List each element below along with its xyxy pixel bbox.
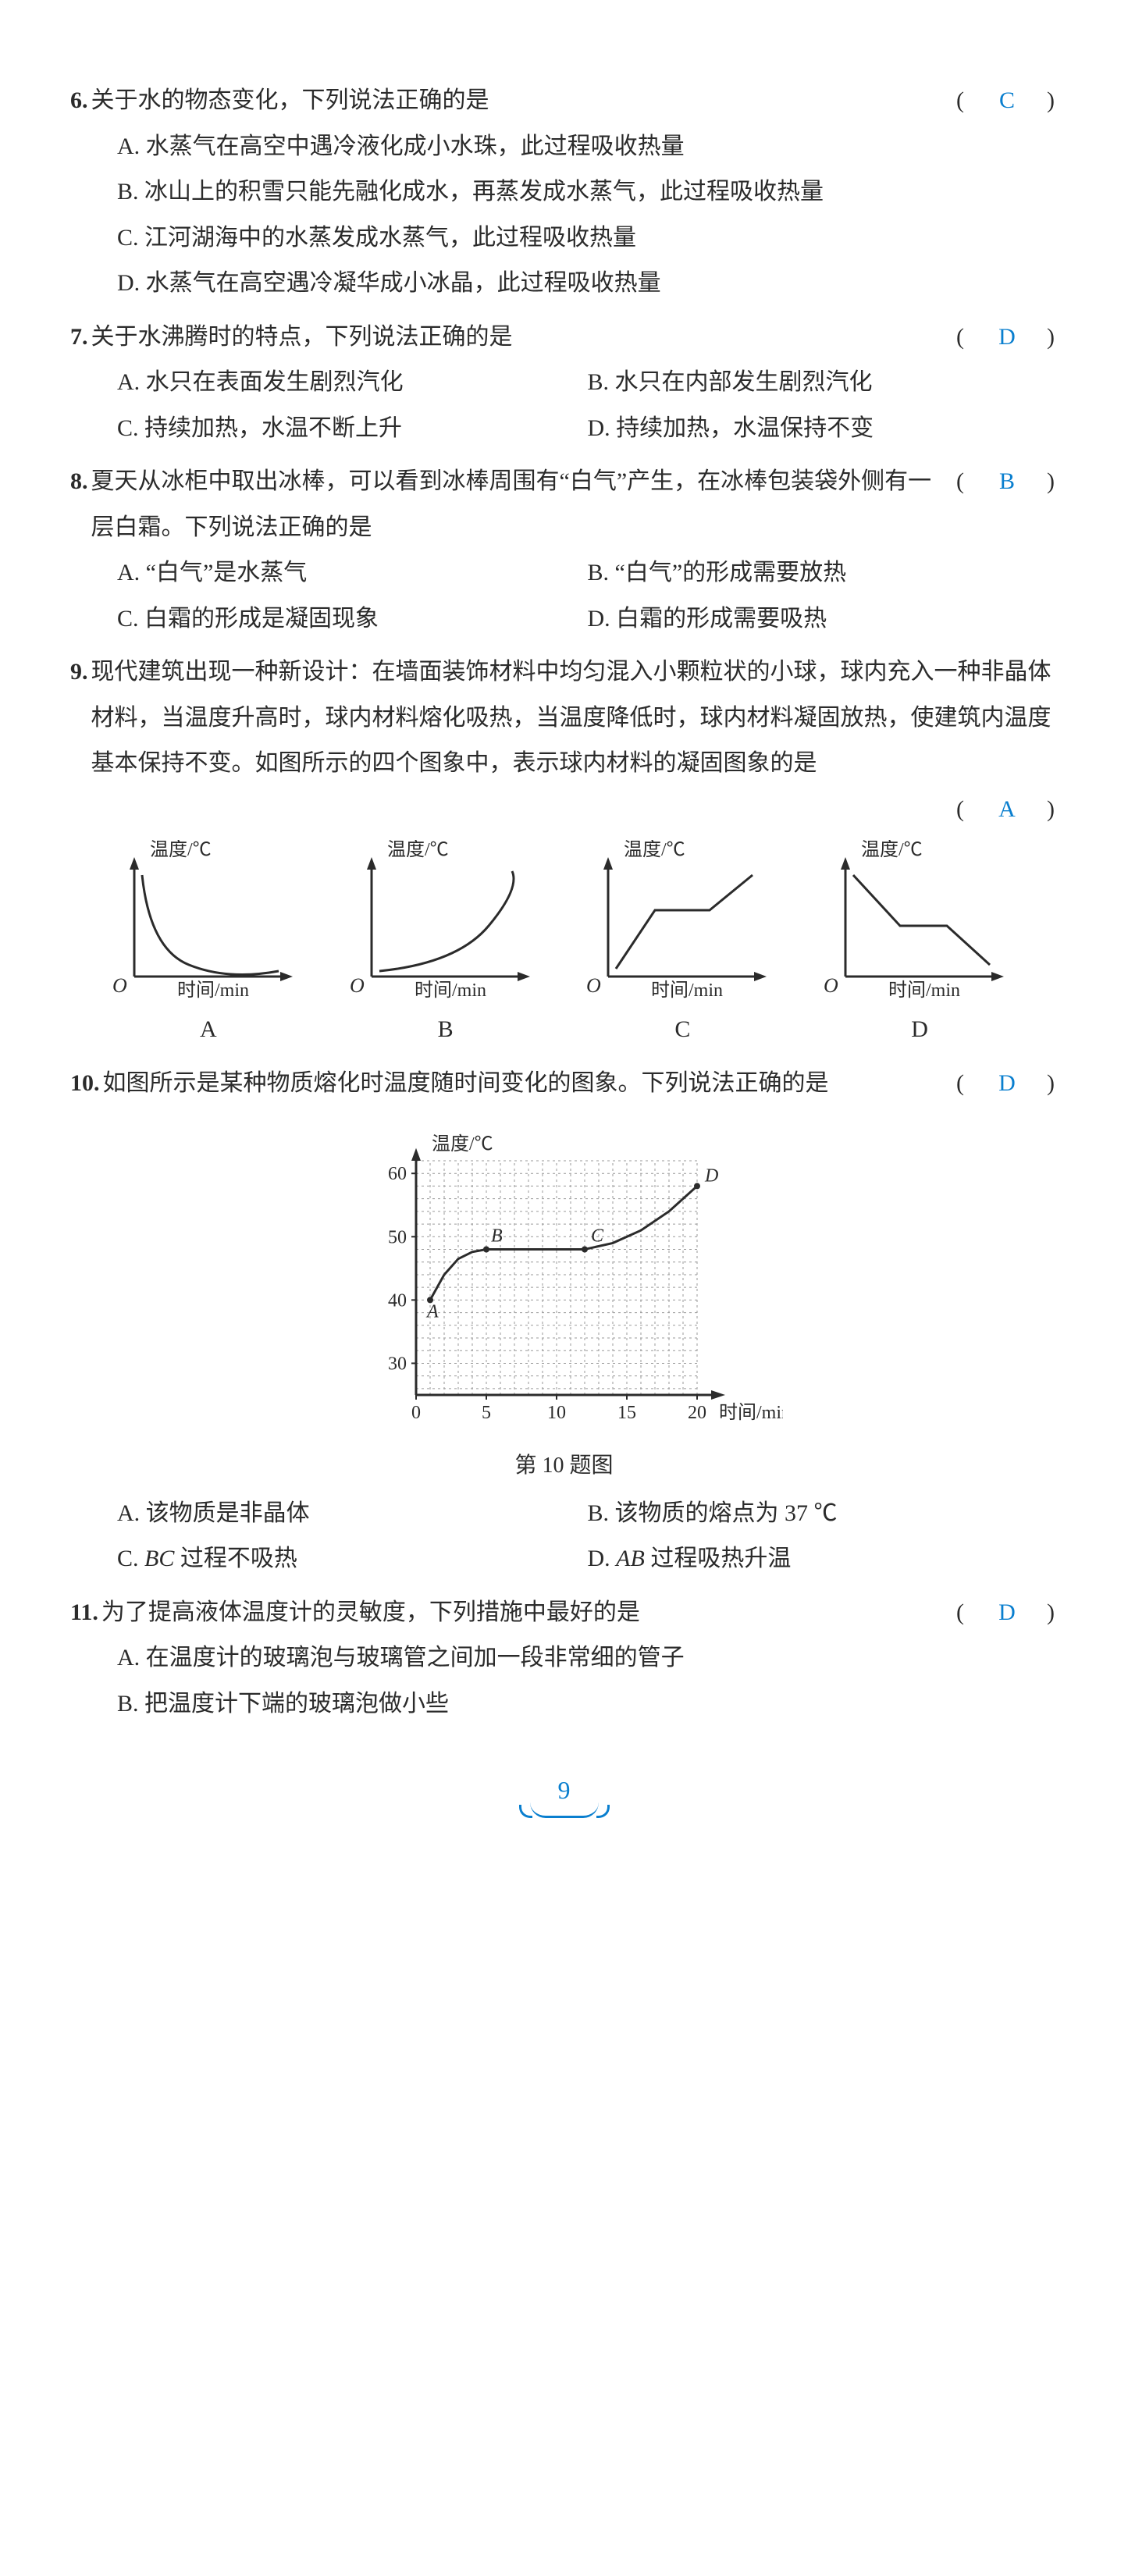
q9c-origin: O bbox=[586, 974, 601, 997]
q9-graph-d: 温度/℃ O 时间/min D bbox=[805, 840, 1034, 1053]
q9b-xlabel: 时间/min bbox=[415, 980, 486, 1001]
q9d-ylabel: 温度/℃ bbox=[861, 840, 923, 860]
q9c-ylabel: 温度/℃ bbox=[624, 840, 685, 860]
q9-answer-paren: ( A ) bbox=[956, 787, 1058, 833]
q6-option-b: B. 冰山上的积雪只能先融化成水，再蒸发成水蒸气，此过程吸收热量 bbox=[117, 169, 1058, 215]
q8-option-a: A. “白气”是水蒸气 bbox=[117, 550, 588, 596]
q7-answer-paren: ( D ) bbox=[956, 315, 1058, 361]
q8-option-b: B. “白气”的形成需要放热 bbox=[588, 550, 1059, 596]
q9-number: 9. bbox=[70, 649, 88, 787]
q6-stem: 关于水的物态变化，下列说法正确的是 bbox=[91, 78, 948, 124]
svg-text:温度/℃: 温度/℃ bbox=[432, 1133, 493, 1155]
svg-text:5: 5 bbox=[482, 1403, 491, 1423]
question-11: 11. 为了提高液体温度计的灵敏度，下列措施中最好的是 ( D ) A. 在温度… bbox=[70, 1590, 1058, 1727]
q8-number: 8. bbox=[70, 459, 88, 550]
q11-answer-paren: ( D ) bbox=[956, 1590, 1058, 1636]
q9d-xlabel: 时间/min bbox=[888, 980, 960, 1001]
svg-text:A: A bbox=[425, 1301, 439, 1322]
svg-text:C: C bbox=[591, 1226, 604, 1247]
q6-answer: C bbox=[994, 78, 1020, 124]
q11-stem: 为了提高液体温度计的灵敏度，下列措施中最好的是 bbox=[101, 1590, 947, 1636]
question-7: 7. 关于水沸腾时的特点，下列说法正确的是 ( D ) A. 水只在表面发生剧烈… bbox=[70, 315, 1058, 452]
q7-number: 7. bbox=[70, 315, 88, 361]
q8-stem: 夏天从冰柜中取出冰棒，可以看到冰棒周围有“白气”产生，在冰棒包装袋外侧有一层白霜… bbox=[91, 459, 948, 550]
question-10: 10. 如图所示是某种物质熔化时温度随时间变化的图象。下列说法正确的是 ( D … bbox=[70, 1061, 1058, 1582]
q11-option-b: B. 把温度计下端的玻璃泡做小些 bbox=[117, 1681, 1058, 1727]
q9-graph-a: 温度/℃ O 时间/min A bbox=[94, 840, 323, 1053]
q9-graph-b: 温度/℃ O 时间/min B bbox=[331, 840, 560, 1053]
q9d-origin: O bbox=[824, 974, 838, 997]
page-footer: 9 bbox=[70, 1766, 1058, 1818]
q11-number: 11. bbox=[70, 1590, 98, 1636]
q9a-xlabel: 时间/min bbox=[177, 980, 249, 1001]
question-8: 8. 夏天从冰柜中取出冰棒，可以看到冰棒周围有“白气”产生，在冰棒包装袋外侧有一… bbox=[70, 459, 1058, 642]
q7-answer: D bbox=[994, 315, 1020, 361]
q7-option-c: C. 持续加热，水温不断上升 bbox=[117, 406, 588, 452]
question-6: 6. 关于水的物态变化，下列说法正确的是 ( C ) A. 水蒸气在高空中遇冷液… bbox=[70, 78, 1058, 307]
q11-answer: D bbox=[994, 1590, 1020, 1636]
q9-stem: 现代建筑出现一种新设计：在墙面装饰材料中均匀混入小颗粒状的小球，球内充入一种非晶… bbox=[91, 649, 1059, 787]
q6-option-c: C. 江河湖海中的水蒸发成水蒸气，此过程吸收热量 bbox=[117, 215, 1058, 262]
svg-text:0: 0 bbox=[411, 1403, 421, 1423]
q10-figure: 30 40 50 60 0 5 10 15 20 温度/℃ 时间/min A B C D 第 10 题图 bbox=[70, 1114, 1058, 1488]
q9a-ylabel: 温度/℃ bbox=[150, 840, 212, 860]
q9-answer: A bbox=[994, 787, 1020, 833]
svg-text:10: 10 bbox=[547, 1403, 566, 1423]
q8-option-c: C. 白霜的形成是凝固现象 bbox=[117, 596, 588, 642]
q7-option-b: B. 水只在内部发生剧烈汽化 bbox=[588, 360, 1059, 406]
q9-graph-b-label: B bbox=[331, 1007, 560, 1053]
svg-text:30: 30 bbox=[388, 1354, 407, 1374]
q6-option-d: D. 水蒸气在高空遇冷凝华成小冰晶，此过程吸收热量 bbox=[117, 261, 1058, 307]
svg-text:15: 15 bbox=[617, 1403, 636, 1423]
svg-text:60: 60 bbox=[388, 1164, 407, 1184]
svg-text:B: B bbox=[491, 1226, 503, 1247]
q9-graph-a-label: A bbox=[94, 1007, 323, 1053]
q9a-origin: O bbox=[112, 974, 127, 997]
question-9: 9. 现代建筑出现一种新设计：在墙面装饰材料中均匀混入小颗粒状的小球，球内充入一… bbox=[70, 649, 1058, 1053]
q7-stem: 关于水沸腾时的特点，下列说法正确的是 bbox=[91, 315, 948, 361]
q10-answer-paren: ( D ) bbox=[956, 1061, 1058, 1107]
q9-graph-c: 温度/℃ O 时间/min C bbox=[568, 840, 798, 1053]
q10-figure-caption: 第 10 题图 bbox=[70, 1445, 1058, 1488]
q8-answer: B bbox=[994, 459, 1020, 505]
q6-answer-paren: ( C ) bbox=[956, 78, 1058, 124]
q10-option-a: A. 该物质是非晶体 bbox=[117, 1491, 588, 1537]
svg-text:时间/min: 时间/min bbox=[719, 1402, 783, 1423]
q10-option-c: C. BC 过程不吸热 bbox=[117, 1536, 588, 1582]
q8-answer-paren: ( B ) bbox=[956, 459, 1058, 505]
q9c-xlabel: 时间/min bbox=[651, 980, 723, 1001]
q10-option-d: D. AB 过程吸热升温 bbox=[588, 1536, 1059, 1582]
q10-stem: 如图所示是某种物质熔化时温度随时间变化的图象。下列说法正确的是 bbox=[103, 1061, 948, 1107]
q9-graphs: 温度/℃ O 时间/min A 温度/℃ O 时间/min bbox=[70, 832, 1058, 1053]
q9b-ylabel: 温度/℃ bbox=[387, 840, 449, 860]
q10-answer: D bbox=[994, 1061, 1020, 1107]
svg-text:20: 20 bbox=[688, 1403, 706, 1423]
q9-graph-c-label: C bbox=[568, 1007, 798, 1053]
q7-option-a: A. 水只在表面发生剧烈汽化 bbox=[117, 360, 588, 406]
q8-option-d: D. 白霜的形成需要吸热 bbox=[588, 596, 1059, 642]
svg-text:40: 40 bbox=[388, 1290, 407, 1311]
page-number: 9 bbox=[530, 1766, 599, 1818]
q7-option-d: D. 持续加热，水温保持不变 bbox=[588, 406, 1059, 452]
q6-number: 6. bbox=[70, 78, 88, 124]
q9-graph-d-label: D bbox=[805, 1007, 1034, 1053]
q10-option-b: B. 该物质的熔点为 37 ℃ bbox=[588, 1491, 1059, 1537]
q6-option-a: A. 水蒸气在高空中遇冷液化成小水珠，此过程吸收热量 bbox=[117, 124, 1058, 170]
q10-number: 10. bbox=[70, 1061, 100, 1107]
q11-option-a: A. 在温度计的玻璃泡与玻璃管之间加一段非常细的管子 bbox=[117, 1635, 1058, 1681]
svg-text:50: 50 bbox=[388, 1227, 407, 1247]
svg-text:D: D bbox=[704, 1165, 718, 1186]
q9b-origin: O bbox=[350, 974, 365, 997]
